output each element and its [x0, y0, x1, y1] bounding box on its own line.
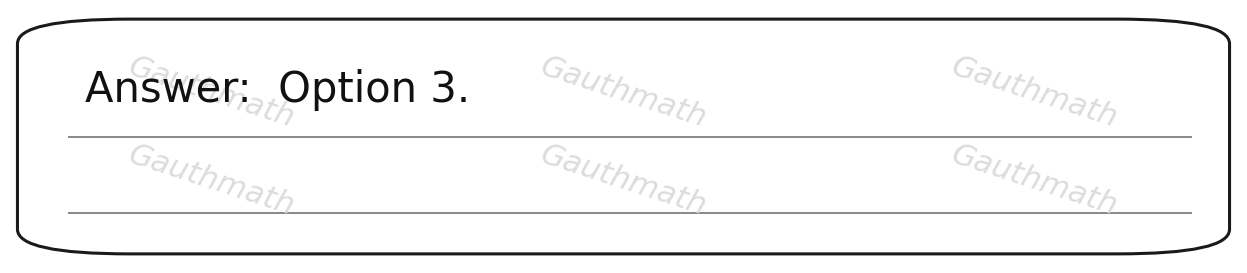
FancyBboxPatch shape	[17, 19, 1230, 254]
Text: Gauthmath: Gauthmath	[536, 140, 711, 221]
Text: Gauthmath: Gauthmath	[948, 140, 1122, 221]
Text: Answer:  Option 3.: Answer: Option 3.	[85, 69, 470, 111]
Text: Gauthmath: Gauthmath	[125, 52, 299, 133]
Text: Gauthmath: Gauthmath	[125, 140, 299, 221]
Text: Gauthmath: Gauthmath	[536, 52, 711, 133]
Text: Gauthmath: Gauthmath	[948, 52, 1122, 133]
